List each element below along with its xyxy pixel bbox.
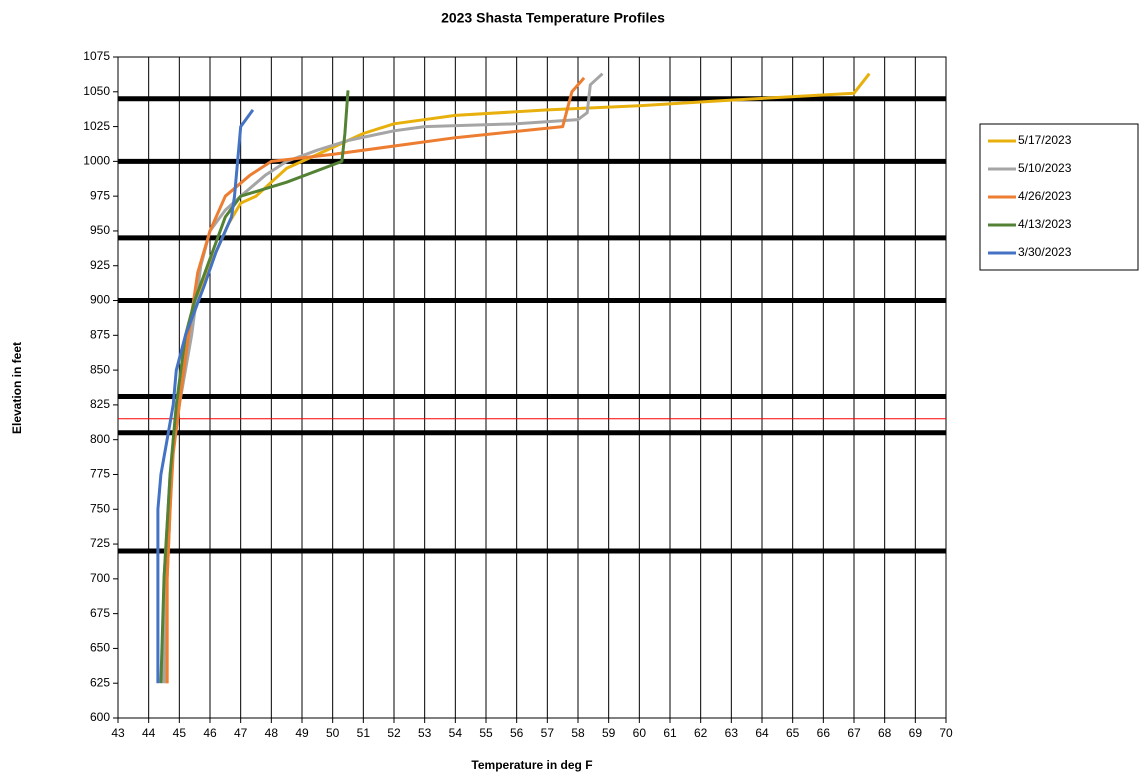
x-tick-label: 50 [326, 726, 340, 740]
legend-label: 5/17/2023 [1018, 133, 1072, 147]
x-tick-label: 43 [111, 726, 125, 740]
x-tick-label: 53 [418, 726, 432, 740]
y-tick-label: 650 [90, 641, 110, 655]
x-tick-label: 68 [878, 726, 892, 740]
y-tick-label: 1000 [83, 154, 110, 168]
y-tick-label: 800 [90, 432, 110, 446]
y-tick-label: 625 [90, 675, 110, 689]
legend-label: 5/10/2023 [1018, 161, 1072, 175]
y-tick-label: 950 [90, 223, 110, 237]
x-tick-label: 48 [265, 726, 279, 740]
x-tick-label: 56 [510, 726, 524, 740]
x-axis-title: Temperature in deg F [471, 758, 592, 772]
x-tick-label: 51 [357, 726, 371, 740]
x-tick-label: 47 [234, 726, 248, 740]
x-tick-label: 55 [479, 726, 493, 740]
y-tick-label: 825 [90, 397, 110, 411]
series-line [165, 72, 871, 684]
x-tick-label: 44 [142, 726, 156, 740]
x-tick-label: 59 [602, 726, 616, 740]
x-tick-label: 62 [694, 726, 708, 740]
y-axis-title: Elevation in feet [10, 342, 24, 434]
chart-title: 2023 Shasta Temperature Profiles [441, 10, 665, 26]
y-tick-label: 1050 [83, 84, 110, 98]
x-tick-label: 52 [387, 726, 401, 740]
series-line [159, 90, 350, 684]
x-tick-label: 58 [571, 726, 585, 740]
y-tick-label: 700 [90, 571, 110, 585]
x-tick-label: 65 [786, 726, 800, 740]
x-tick-label: 49 [295, 726, 309, 740]
x-tick-label: 67 [847, 726, 861, 740]
y-tick-label: 750 [90, 501, 110, 515]
x-tick-label: 66 [817, 726, 831, 740]
series-line [162, 72, 604, 684]
y-tick-label: 1075 [83, 49, 110, 63]
x-tick-label: 63 [725, 726, 739, 740]
y-tick-label: 725 [90, 536, 110, 550]
x-tick-label: 69 [909, 726, 923, 740]
series-line [165, 76, 586, 684]
x-tick-label: 64 [755, 726, 769, 740]
x-tick-label: 46 [203, 726, 217, 740]
legend-label: 4/13/2023 [1018, 217, 1072, 231]
x-tick-label: 60 [633, 726, 647, 740]
x-tick-label: 54 [449, 726, 463, 740]
y-tick-label: 975 [90, 188, 110, 202]
y-tick-label: 900 [90, 293, 110, 307]
y-tick-label: 675 [90, 606, 110, 620]
y-tick-label: 1025 [83, 119, 110, 133]
x-tick-label: 70 [939, 726, 953, 740]
y-tick-label: 875 [90, 327, 110, 341]
x-tick-label: 57 [541, 726, 555, 740]
x-tick-label: 61 [663, 726, 677, 740]
plot-border [117, 56, 947, 719]
series-line [156, 109, 255, 684]
legend-label: 3/30/2023 [1018, 245, 1072, 259]
y-tick-label: 925 [90, 258, 110, 272]
x-tick-label: 45 [173, 726, 187, 740]
y-tick-label: 600 [90, 710, 110, 724]
y-tick-label: 850 [90, 362, 110, 376]
legend-label: 4/26/2023 [1018, 189, 1072, 203]
y-tick-label: 775 [90, 467, 110, 481]
